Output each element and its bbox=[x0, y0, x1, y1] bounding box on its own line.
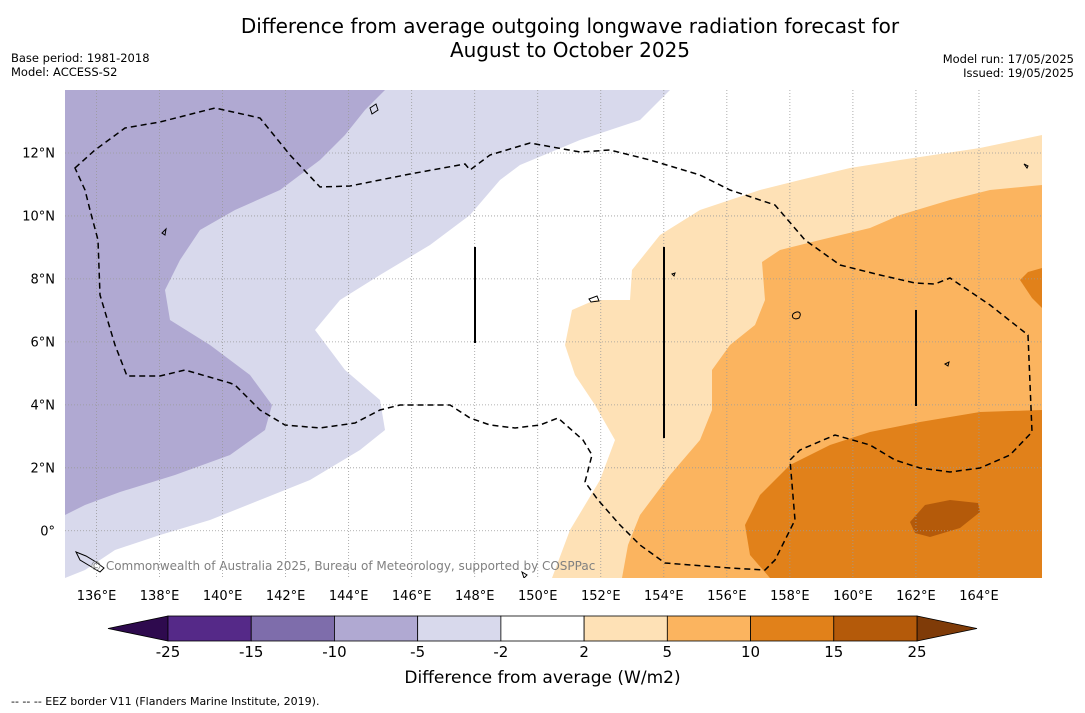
base-period: Base period: 1981-2018 bbox=[11, 51, 150, 65]
model-run: Model run: 17/05/2025 bbox=[942, 52, 1074, 66]
colorbar-tick-label: 25 bbox=[907, 643, 927, 661]
longitude-tick-label: 146°E bbox=[392, 589, 432, 604]
colorbar-tick-label: 10 bbox=[741, 643, 761, 661]
island bbox=[944, 361, 950, 367]
colorbar bbox=[107, 615, 978, 642]
longitude-tick-label: 164°E bbox=[959, 589, 999, 604]
colorbar-tick-label: 2 bbox=[579, 643, 589, 661]
colorbar-tick-label: 5 bbox=[662, 643, 673, 661]
longitude-labels: 136°E 138°E 140°E 142°E 144°E 146°E 148°E 150°E… bbox=[77, 589, 999, 604]
issued-date: Issued: 19/05/2025 bbox=[963, 66, 1074, 80]
colorbar-swatch bbox=[583, 615, 668, 642]
island bbox=[521, 570, 528, 578]
colorbar-swatch bbox=[167, 615, 252, 642]
latitude-tick-label: 8°N bbox=[31, 272, 56, 287]
colorbar-title: Difference from average (W/m2) bbox=[404, 668, 681, 688]
longitude-tick-label: 140°E bbox=[203, 589, 243, 604]
longitude-tick-label: 142°E bbox=[266, 589, 306, 604]
latitude-tick-label: 12°N bbox=[22, 146, 55, 161]
model-name: Model: ACCESS-S2 bbox=[11, 65, 118, 79]
anomaly-region-dark-orange-east bbox=[1020, 268, 1042, 308]
colorbar-swatch bbox=[417, 615, 502, 642]
island bbox=[161, 227, 167, 236]
colorbar-tick-label: -10 bbox=[322, 643, 347, 661]
latitude-tick-label: 0° bbox=[40, 524, 55, 539]
longitude-tick-label: 144°E bbox=[329, 589, 369, 604]
anomaly-region-brown bbox=[910, 500, 980, 537]
colorbar-swatch bbox=[250, 615, 335, 642]
map-gridlines bbox=[65, 90, 1042, 578]
island bbox=[671, 272, 676, 277]
latitude-tick-label: 4°N bbox=[31, 398, 56, 413]
colorbar-swatch bbox=[750, 615, 835, 642]
longitude-tick-label: 138°E bbox=[140, 589, 180, 604]
latitude-tick-label: 2°N bbox=[31, 461, 56, 476]
islands bbox=[74, 103, 1029, 578]
longitude-tick-label: 162°E bbox=[896, 589, 936, 604]
longitude-tick-label: 148°E bbox=[455, 589, 495, 604]
island bbox=[74, 551, 105, 573]
title-line-1: Difference from average outgoing longwav… bbox=[240, 14, 900, 38]
colorbar-tick-label: 15 bbox=[824, 643, 844, 661]
map-title: Difference from average outgoing longwav… bbox=[0, 14, 1085, 62]
latitude-tick-label: 10°N bbox=[22, 209, 55, 224]
map-plot-area: © Commonwealth of Australia 2025, Bureau… bbox=[65, 90, 1042, 578]
island bbox=[588, 295, 600, 303]
copyright-text: © Commonwealth of Australia 2025, Bureau… bbox=[90, 559, 595, 573]
title-line-2: August to October 2025 bbox=[449, 38, 691, 62]
longitude-tick-label: 150°E bbox=[518, 589, 558, 604]
colorbar-under-arrow bbox=[107, 615, 169, 642]
longitude-tick-label: 152°E bbox=[581, 589, 621, 604]
colorbar-swatch bbox=[666, 615, 751, 642]
island bbox=[1023, 163, 1029, 169]
model-info: Base period: 1981-2018 Model: ACCESS-S2 bbox=[11, 51, 150, 79]
longitude-tick-label: 156°E bbox=[707, 589, 747, 604]
eez-border bbox=[74, 107, 1033, 571]
colorbar-tick-label: -25 bbox=[155, 643, 181, 661]
anomaly-region-dark-orange bbox=[745, 410, 1042, 578]
island bbox=[792, 311, 801, 320]
longitude-tick-label: 136°E bbox=[77, 589, 117, 604]
latitude-labels: 12°N 10°N 8°N 6°N 4°N 2°N 0° bbox=[22, 146, 55, 539]
colorbar-tick-label: -2 bbox=[493, 643, 509, 661]
colorbar-swatch bbox=[500, 615, 585, 642]
colorbar-tick-label: -15 bbox=[238, 643, 264, 661]
colorbar-over-arrow bbox=[916, 615, 978, 642]
colorbar-tick-label: -5 bbox=[410, 643, 426, 661]
longitude-tick-label: 158°E bbox=[770, 589, 810, 604]
latitude-tick-label: 6°N bbox=[31, 335, 56, 350]
longitude-tick-label: 154°E bbox=[644, 589, 684, 604]
colorbar-swatch bbox=[833, 615, 918, 642]
marker-lines bbox=[474, 247, 917, 438]
anomaly-region-medium-purple bbox=[65, 90, 385, 515]
colorbar-swatch bbox=[334, 615, 419, 642]
island bbox=[369, 103, 379, 115]
longitude-tick-label: 160°E bbox=[833, 589, 873, 604]
run-info: Model run: 17/05/2025 Issued: 19/05/2025 bbox=[943, 52, 1074, 80]
eez-footnote: -- -- -- EEZ border V11 (Flanders Marine… bbox=[11, 695, 320, 708]
